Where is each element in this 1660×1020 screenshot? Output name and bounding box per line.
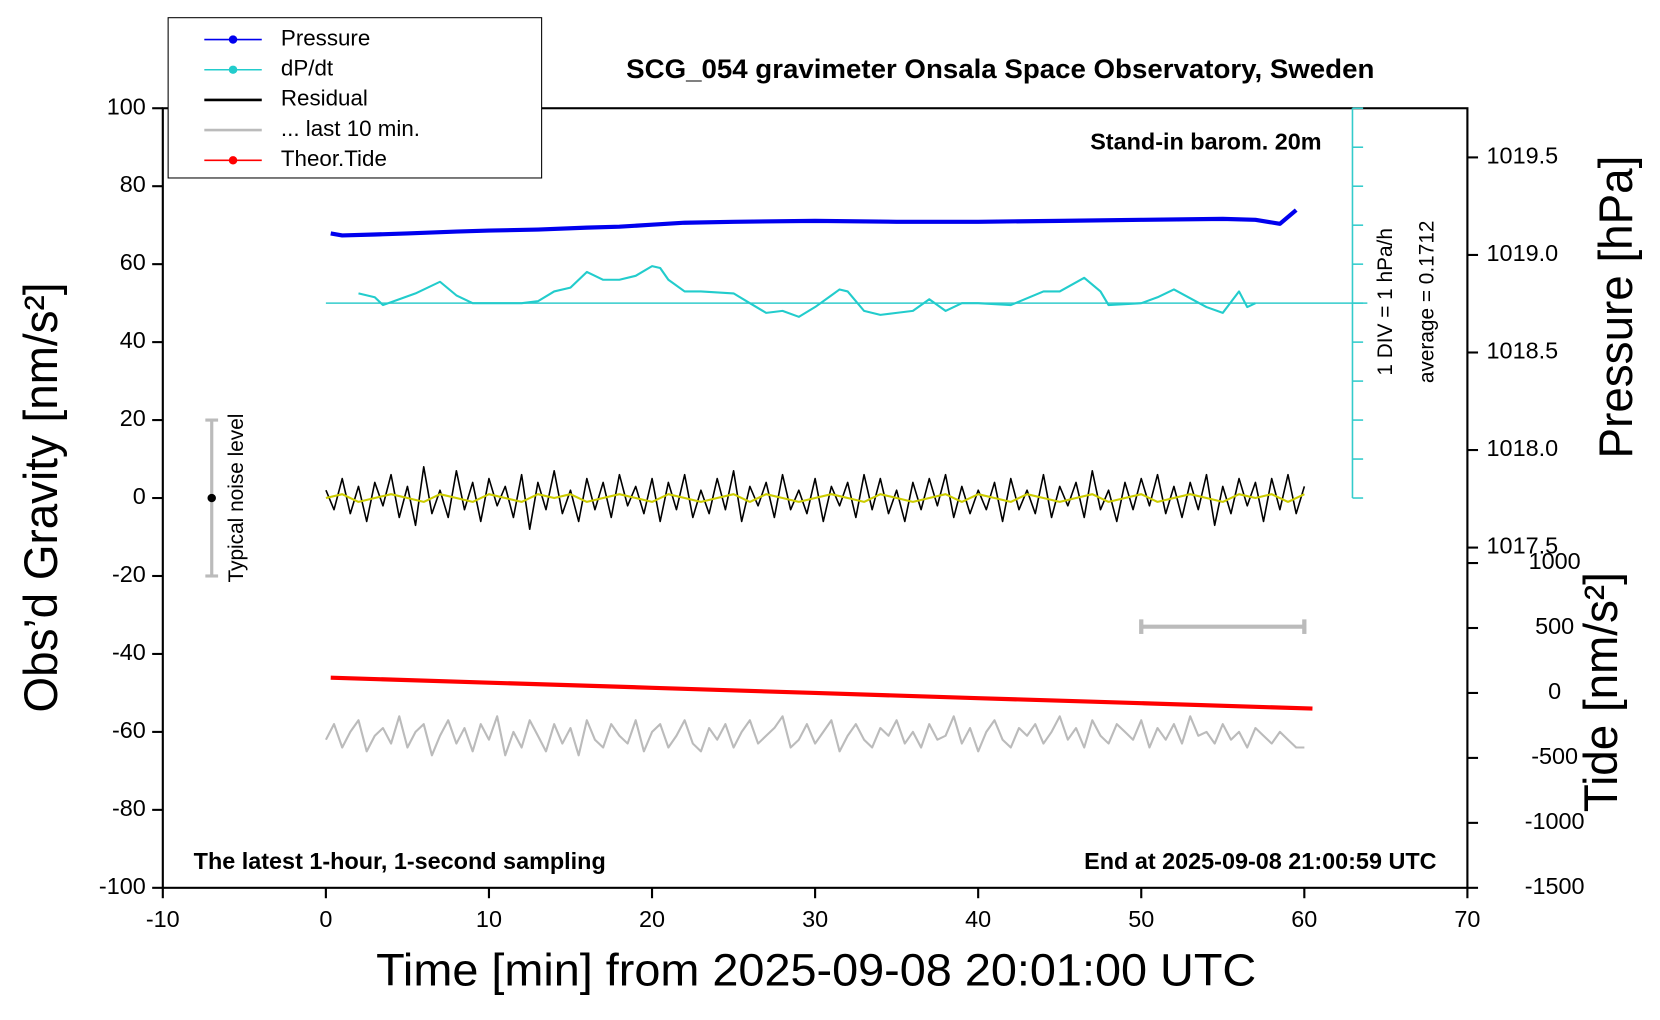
y3-tick-label: 1000	[1529, 548, 1581, 574]
annotation: The latest 1-hour, 1-second sampling	[194, 848, 606, 874]
series-line	[325, 493, 1305, 503]
noise-point	[207, 493, 216, 503]
y2-axis-label: Pressure [hPa]	[1589, 156, 1642, 459]
y2-tick-label: 1019.0	[1487, 240, 1559, 266]
x-tick-label: 10	[476, 906, 502, 932]
y3-tick-label: -500	[1531, 743, 1578, 769]
annotation: 1 DIV = 1 hPa/h	[1374, 228, 1397, 376]
y-tick-label: -80	[112, 795, 146, 821]
x-tick-label: 20	[639, 906, 665, 932]
series-line	[325, 466, 1306, 531]
x-tick-label: 0	[319, 906, 332, 932]
x-tick-label: 50	[1128, 906, 1154, 932]
chart-title: SCG_054 gravimeter Onsala Space Observat…	[626, 53, 1374, 84]
legend-marker	[228, 35, 238, 44]
y3-tick-label: 0	[1548, 678, 1561, 704]
series-line	[330, 208, 1298, 238]
legend-marker	[228, 65, 238, 74]
y3-axis-label: Tide [nm/s²]	[1575, 572, 1628, 812]
y2-tick-label: 1018.5	[1487, 338, 1559, 364]
x-tick-label: 70	[1454, 906, 1480, 932]
annotation: Stand-in barom. 20m	[1090, 129, 1321, 155]
y-tick-label: -60	[112, 717, 146, 743]
legend-marker	[228, 156, 238, 165]
y-tick-label: -20	[112, 561, 146, 587]
x-tick-label: 40	[965, 906, 991, 932]
y-tick-label: 20	[120, 405, 146, 431]
x-tick-label: 30	[802, 906, 828, 932]
y2-tick-label: 1019.5	[1487, 143, 1559, 169]
y-tick-label: -40	[112, 639, 146, 665]
legend-label: dP/dt	[281, 56, 333, 81]
y-tick-label: 100	[107, 94, 146, 120]
y-axis-label: Obs’d Gravity [nm/s²]	[15, 283, 68, 713]
y3-tick-label: 500	[1535, 613, 1574, 639]
y-tick-label: -100	[99, 873, 146, 899]
series-line	[358, 265, 1256, 318]
series-line	[324, 715, 1305, 757]
legend-label: Residual	[281, 86, 368, 111]
x-tick-label: 60	[1291, 906, 1317, 932]
y2-tick-label: 1017.5	[1487, 533, 1559, 559]
y-tick-label: 40	[120, 327, 146, 353]
x-tick-label: -10	[146, 906, 180, 932]
legend-box	[167, 17, 543, 179]
annotation: average = 0.1712	[1415, 221, 1438, 384]
annotation: End at 2025-09-08 21:00:59 UTC	[1084, 848, 1437, 874]
y3-tick-label: -1500	[1525, 873, 1585, 899]
legend-label: Pressure	[281, 26, 370, 51]
legend-label: ... last 10 min.	[281, 116, 420, 141]
x-axis-label: Time [min] from 2025-09-08 20:01:00 UTC	[376, 944, 1256, 995]
y-tick-label: 0	[133, 483, 146, 509]
noise-label: Typical noise level	[225, 414, 248, 583]
legend-label: Theor.Tide	[281, 146, 387, 171]
y2-tick-label: 1018.0	[1487, 435, 1559, 461]
y3-tick-label: -1000	[1525, 808, 1585, 834]
y-tick-label: 80	[120, 171, 146, 197]
series-line	[330, 675, 1313, 711]
y-tick-label: 60	[120, 249, 146, 275]
